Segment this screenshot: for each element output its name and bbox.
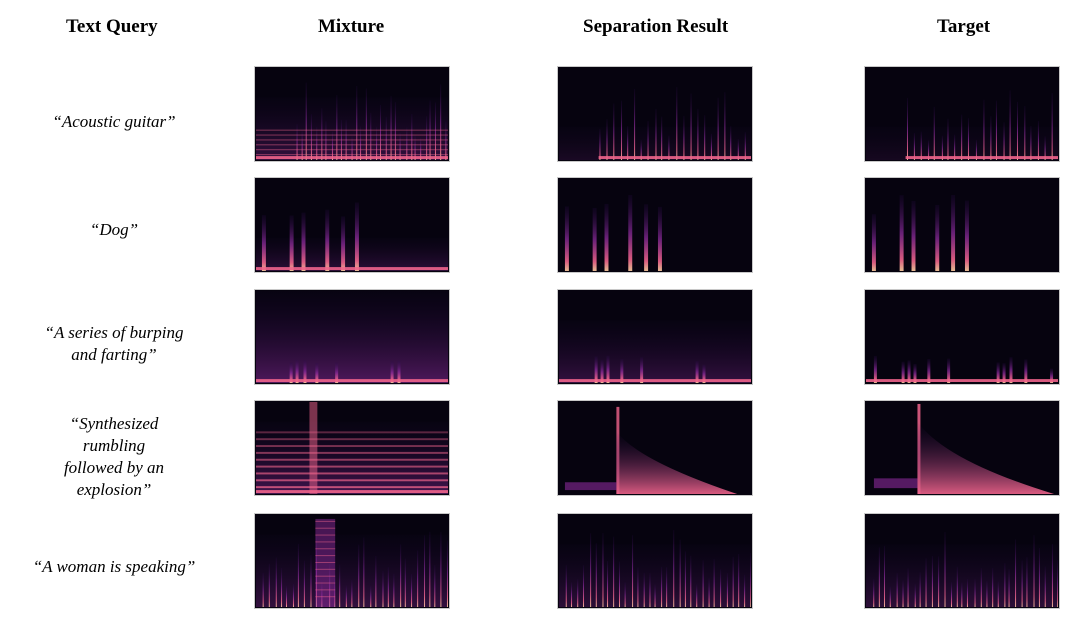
query-line: “Acoustic guitar” (52, 112, 176, 131)
spectrogram-image (256, 518, 448, 607)
spectrogram-target-row-1 (864, 66, 1060, 162)
header-text-query: Text Query (66, 16, 158, 37)
query-acoustic-guitar: “Acoustic guitar” (0, 111, 228, 133)
query-line: rumbling (82, 436, 146, 455)
query-line: and farting” (71, 345, 157, 364)
spectrogram-image (866, 90, 1058, 160)
spectrogram-target-row-5 (864, 513, 1060, 609)
spectrogram-image (564, 406, 738, 494)
spectrogram-separation-row-3 (557, 289, 753, 385)
spectrogram-separation-row-5 (557, 513, 753, 609)
spectrogram-image (873, 403, 1055, 494)
query-line: “Synthesized (69, 414, 159, 433)
spectrogram-target-row-3 (864, 289, 1060, 385)
spectrogram-separation-row-1 (557, 66, 753, 162)
header-target: Target (937, 16, 991, 37)
query-line: “A woman is speaking” (32, 557, 196, 576)
header-separation-result: Separation Result (583, 16, 729, 37)
spectrogram-mixture-row-3 (254, 289, 450, 385)
query-line: “Dog” (89, 220, 139, 239)
spectrogram-image (866, 355, 1058, 383)
spectrogram-mixture-row-4 (254, 400, 450, 496)
spectrogram-separation-row-2 (557, 177, 753, 273)
spectrogram-image (564, 195, 662, 271)
spectrogram-image (256, 291, 448, 383)
spectrogram-image (559, 320, 751, 383)
spectrogram-image (256, 202, 448, 271)
query-line: “A series of burping (44, 323, 184, 342)
query-woman-speaking: “A woman is speaking” (0, 556, 228, 578)
query-burping-farting: “A series of burping and farting” (0, 322, 228, 366)
query-dog: “Dog” (0, 219, 228, 241)
spectrogram-mixture-row-5 (254, 513, 450, 609)
query-line: followed by an (63, 458, 165, 477)
spectrogram-target-row-2 (864, 177, 1060, 273)
query-line: explosion” (76, 480, 152, 499)
header-mixture: Mixture (318, 16, 385, 37)
query-synthesized-rumbling: “Synthesized rumbling followed by an exp… (0, 413, 228, 501)
spectrogram-separation-row-4 (557, 400, 753, 496)
spectrogram-mixture-row-1 (254, 66, 450, 162)
spectrogram-image (256, 402, 448, 494)
spectrogram-image (559, 87, 751, 160)
spectrogram-target-row-4 (864, 400, 1060, 496)
spectrogram-image (871, 194, 969, 271)
spectrogram-image (866, 532, 1058, 607)
spectrogram-image (559, 530, 751, 607)
spectrogram-mixture-row-2 (254, 177, 450, 273)
spectrogram-image (256, 82, 448, 160)
